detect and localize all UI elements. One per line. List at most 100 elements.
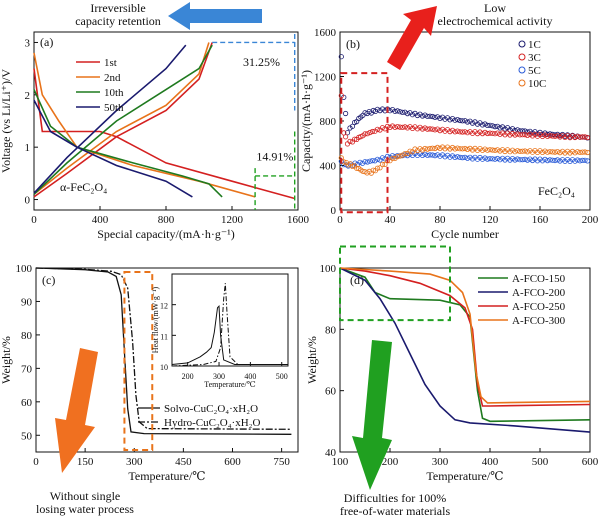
panel-b-point-10C — [394, 154, 401, 160]
panel-b-point-3C — [494, 130, 501, 136]
panel-b-point-1C — [489, 123, 496, 129]
panel-b-point-10C — [427, 145, 433, 152]
panel-b-point-3C — [547, 133, 553, 139]
panel-b-point-3C — [351, 136, 358, 142]
panel-b-point-10C — [517, 148, 523, 154]
panel-d-legend-label: A-FCO-200 — [512, 287, 566, 299]
panel-b-point-5C — [527, 156, 533, 162]
panel-b-point-1C — [457, 117, 463, 124]
panel-b-point-1C — [409, 112, 416, 118]
panel-b-point-1C — [474, 121, 481, 127]
panel-b-point-5C — [462, 154, 468, 160]
panel-a-line-1st-charge — [33, 42, 213, 198]
panel-b-xtick-label: 120 — [482, 214, 499, 226]
panel-c-ytick-label: 80 — [21, 330, 33, 342]
panel-b-point-3C — [447, 129, 453, 135]
panel-b-point-3C — [579, 134, 586, 140]
panel-c-ytick-label: 70 — [21, 363, 33, 375]
panel-b-point-3C — [452, 129, 458, 135]
panel-b-point-3C — [419, 126, 426, 132]
panel-a-annotation-31: 31.25% — [243, 55, 280, 69]
panel-b-point-3C — [484, 130, 491, 137]
panel-b-point-10C — [572, 150, 578, 156]
panel-d-line-A-FCO-200 — [339, 267, 591, 433]
panel-b-point-10C — [389, 155, 396, 161]
panel-c-inset-xlabel: Temperature/℃ — [204, 380, 256, 389]
panel-b-point-3C — [539, 133, 546, 139]
annotation-bottom-right-line1: Difficulties for 100% — [344, 491, 446, 505]
panel-d-ytick-label: 100 — [320, 263, 337, 275]
panel-d-line-A-FCO-300 — [339, 267, 591, 404]
panel-b-point-5C — [512, 157, 518, 163]
panel-b-ytick-label: 1200 — [314, 72, 337, 84]
panel-b-point-10C — [549, 149, 556, 155]
panel-d-xtick-label: 400 — [482, 456, 499, 468]
panel-b-point-5C — [459, 155, 466, 161]
panel-b-point-5C — [424, 152, 431, 158]
panel-b-ytick-label: 1600 — [314, 27, 337, 39]
panel-b-point-3C — [437, 128, 443, 134]
annotation-top-right-line2: electrochemical activity — [438, 14, 553, 28]
panel-b-point-5C — [517, 157, 523, 163]
panel-b-point-5C — [494, 155, 501, 162]
panel-b-point-1C — [552, 132, 558, 138]
panel-b-point-5C — [552, 157, 558, 164]
panel-b-point-3C — [549, 133, 556, 139]
panel-b-ytick-label: 0 — [331, 205, 337, 217]
panel-b-point-5C — [574, 157, 581, 163]
panel-c-inset-ytick-label: 11 — [160, 332, 168, 341]
panel-b-point-3C — [424, 126, 431, 132]
panel-b-point-10C — [432, 145, 438, 152]
panel-b-point-5C — [364, 159, 371, 165]
annotation-top-left-line1: Irreversible — [90, 1, 145, 15]
panel-b-point-3C — [394, 124, 401, 130]
panel-c-inset-xtick-label: 300 — [213, 372, 225, 381]
panel-a-line-2nd-charge — [33, 42, 210, 195]
panel-b-point-5C — [484, 156, 491, 162]
panel-b-point-1C — [462, 118, 468, 124]
panel-b-point-3C — [544, 133, 551, 139]
panel-d-legend-label: A-FCO-300 — [512, 315, 566, 327]
panel-a-legend-label: 1st — [104, 57, 117, 69]
panel-b-point-3C — [457, 129, 463, 135]
panel-b-point-5C — [369, 158, 376, 164]
red-arrow-icon — [387, 6, 437, 70]
annotation-top-left: Irreversible capacity retention — [75, 1, 262, 30]
panel-d-xtick-label: 500 — [532, 456, 549, 468]
panel-b-highlight-box — [340, 72, 389, 214]
panel-b-point-5C — [434, 152, 441, 158]
panel-d-ytick-label: 80 — [325, 324, 337, 336]
panel-b-ytick-label: 400 — [320, 161, 337, 173]
panel-d-legend-label: A-FCO-250 — [512, 301, 566, 313]
panel-b-point-3C — [362, 131, 368, 137]
panel-b-point-5C — [482, 155, 488, 161]
panel-b-point-5C — [447, 154, 453, 160]
panel-b-point-5C — [577, 158, 583, 164]
annotation-bottom-left: Without single losing water process — [36, 348, 134, 516]
panel-b-point-10C — [484, 147, 491, 153]
panel-b-point-10C — [407, 148, 413, 154]
panel-b-point-10C — [542, 148, 548, 154]
panel-a-xlabel: Special capacity/(mA·h·g⁻¹) — [97, 227, 235, 241]
panel-b-point-10C — [552, 149, 558, 155]
panel-b-point-3C — [462, 129, 468, 135]
panel-b-point-3C — [399, 124, 406, 130]
panel-b-point-3C — [572, 134, 578, 141]
panel-a-ytick-label: 3 — [25, 37, 31, 49]
panel-b-xtick-label: 200 — [582, 214, 599, 226]
panel-b-point-10C — [459, 146, 466, 152]
panel-b-point-3C — [464, 130, 471, 136]
panel-c-xtick-label: 150 — [77, 456, 94, 468]
panel-b-point-10C — [482, 146, 488, 152]
panel-d-xtick-label: 600 — [582, 456, 599, 468]
panel-b-point-3C — [557, 134, 563, 140]
annotation-top-right-line1: Low — [484, 1, 506, 15]
panel-d-xtick-label: 100 — [332, 456, 349, 468]
panel-b-point-3C — [522, 132, 528, 138]
panel-b-point-3C — [397, 124, 403, 130]
panel-c-line — [35, 267, 292, 430]
panel-b-point-5C — [514, 156, 521, 162]
panel-b-tag: (b) — [346, 37, 360, 51]
panel-b-point-5C — [492, 156, 498, 162]
panel-b-point-5C — [509, 156, 516, 162]
